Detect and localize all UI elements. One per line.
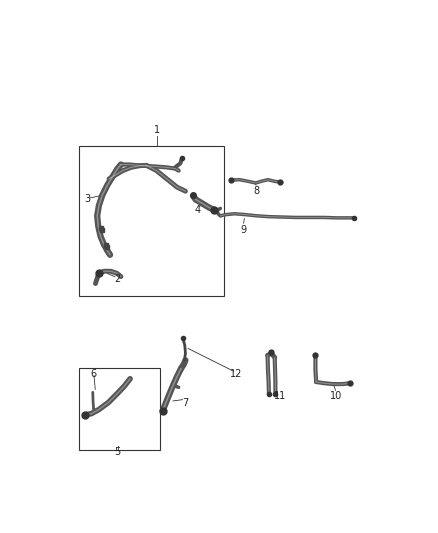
Text: 6: 6 — [91, 369, 97, 379]
Text: 5: 5 — [114, 447, 121, 457]
Text: 8: 8 — [254, 186, 260, 196]
Bar — [78, 368, 160, 450]
Bar — [78, 146, 224, 296]
Text: 11: 11 — [274, 391, 286, 401]
Text: 2: 2 — [114, 274, 121, 285]
Text: 10: 10 — [330, 391, 343, 401]
Text: 3: 3 — [84, 195, 90, 204]
Text: 4: 4 — [194, 205, 200, 215]
Text: 9: 9 — [240, 225, 246, 235]
Text: 12: 12 — [230, 369, 243, 379]
Text: 1: 1 — [154, 125, 159, 135]
Text: 7: 7 — [182, 398, 189, 408]
